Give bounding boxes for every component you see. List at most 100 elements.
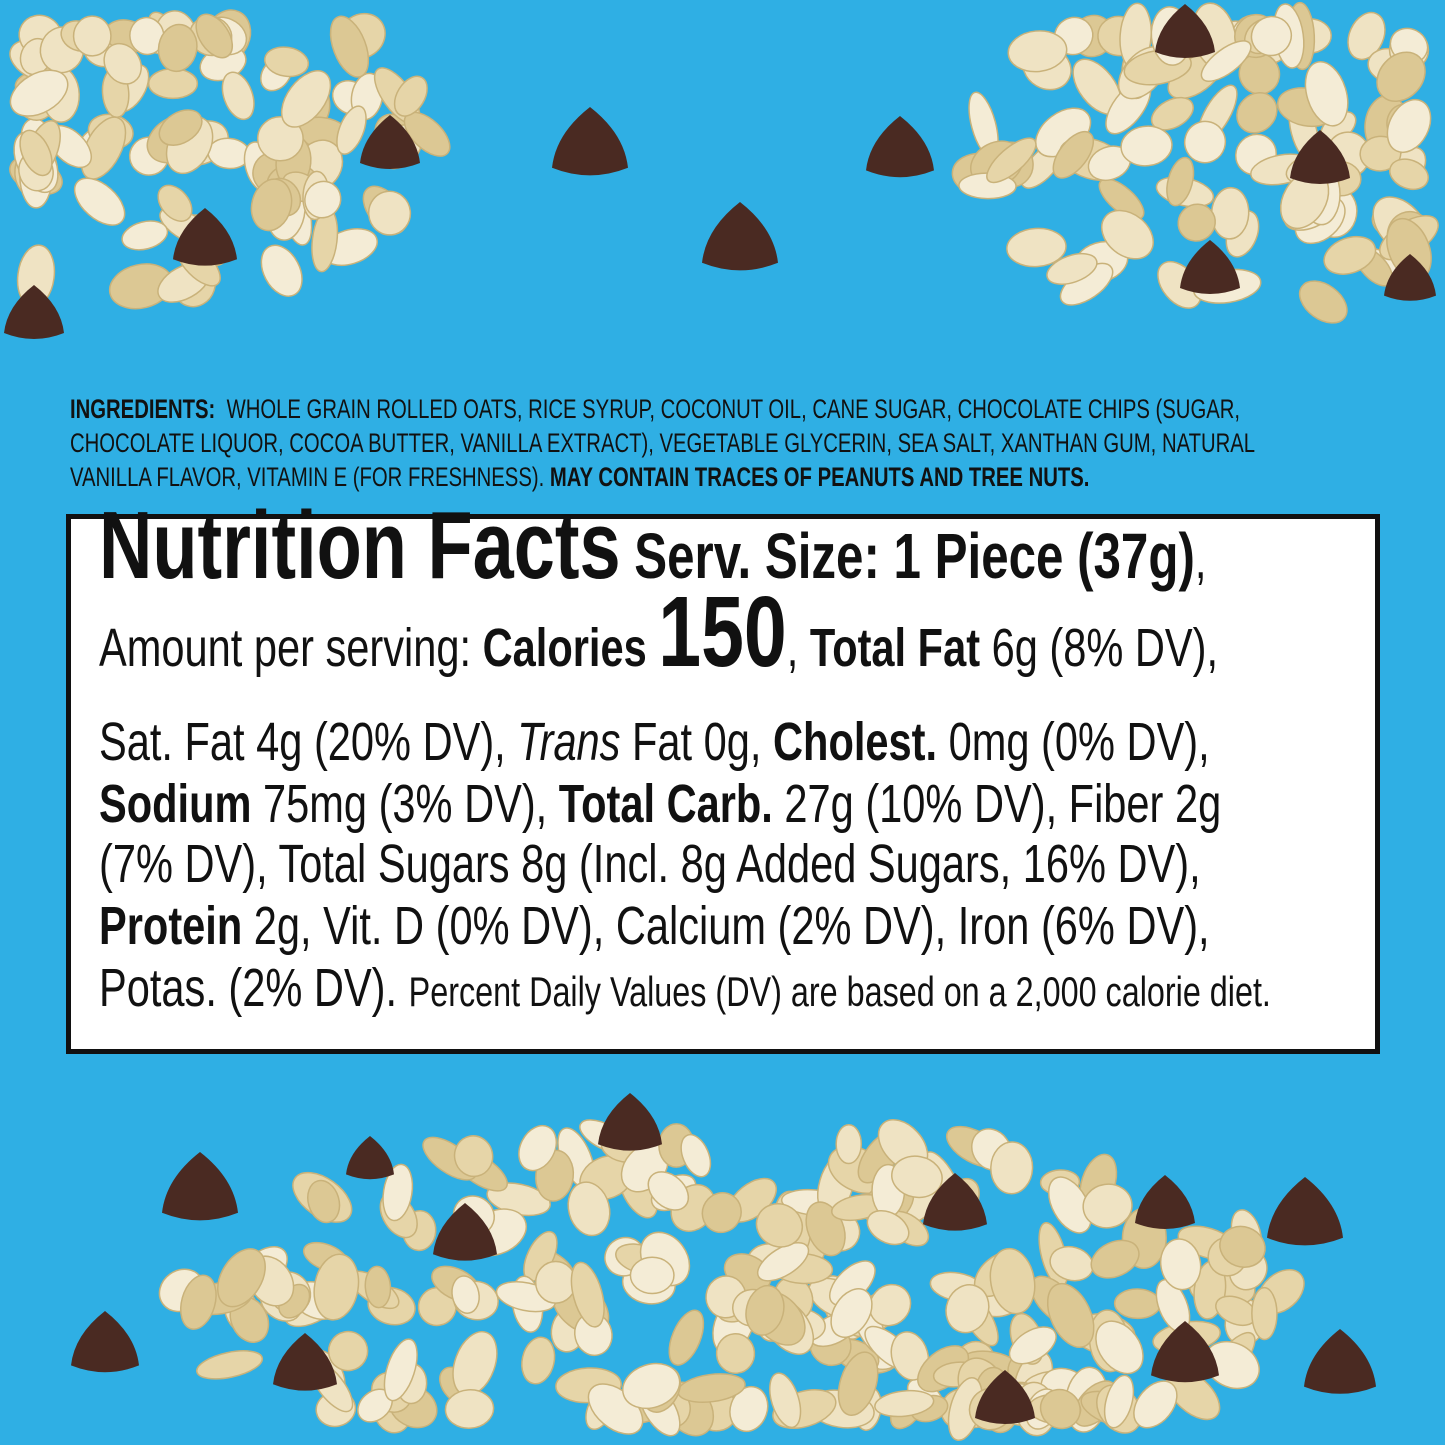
chocolate-chip-icon bbox=[598, 1093, 662, 1151]
oat-flake bbox=[622, 1362, 681, 1410]
nutrition-line: (7% DV), Total Sugars 8g (Incl. 8g Added… bbox=[99, 837, 1201, 891]
oat-flake bbox=[1007, 30, 1068, 73]
chocolate-chip-icon bbox=[433, 1203, 497, 1261]
oat-flake bbox=[668, 1309, 705, 1366]
oat-flake bbox=[1219, 1225, 1266, 1268]
oat-flake bbox=[866, 1209, 910, 1246]
nutrition-text: Fat 0g, bbox=[620, 712, 774, 772]
oat-flake bbox=[680, 1133, 712, 1178]
calories-value: 150 bbox=[658, 576, 787, 688]
oat-flake bbox=[729, 1385, 769, 1433]
oat-flake bbox=[1376, 51, 1426, 102]
oat-flake bbox=[451, 1275, 480, 1314]
oat-flake bbox=[157, 184, 193, 222]
oat-flake bbox=[837, 1351, 879, 1416]
oat-flake bbox=[327, 1330, 369, 1372]
oat-flake bbox=[1386, 98, 1432, 154]
oat-flake bbox=[835, 1123, 863, 1165]
serving-size: Serv. Size: 1 Piece (37g) bbox=[620, 520, 1195, 592]
chocolate-chip-icon bbox=[346, 1136, 394, 1180]
chocolate-chip-icon bbox=[1135, 1175, 1195, 1229]
nutrition-facts-panel: Nutrition Facts Serv. Size: 1 Piece (37g… bbox=[66, 498, 1380, 1054]
oat-flake bbox=[121, 220, 169, 251]
oat-flake bbox=[383, 1338, 418, 1402]
nutrition-text: 2g, Vit. D (0% DV), Calcium (2% DV), Iro… bbox=[242, 896, 1210, 956]
oat-flake bbox=[989, 1247, 1036, 1315]
oat-flake bbox=[945, 1284, 990, 1334]
oat-flake bbox=[1120, 125, 1173, 167]
oat-flake bbox=[147, 67, 199, 100]
oat-flake bbox=[393, 75, 428, 117]
chocolate-chip-icon bbox=[1155, 4, 1215, 58]
nutrition-text: Calories bbox=[482, 618, 659, 678]
oat-flake bbox=[570, 1261, 605, 1328]
oat-flake bbox=[990, 1141, 1034, 1195]
nutrition-text: 27g (10% DV), Fiber 2g bbox=[772, 774, 1222, 834]
oat-flake bbox=[179, 1274, 217, 1330]
oat-flake bbox=[1177, 203, 1216, 242]
oat-flake bbox=[715, 1332, 756, 1375]
oat-flake bbox=[1133, 1380, 1178, 1429]
nutrition-facts-title: Nutrition Facts bbox=[99, 492, 621, 599]
oat-flake bbox=[1103, 1374, 1135, 1429]
oat-flake bbox=[1039, 1388, 1081, 1430]
oat-flake bbox=[217, 1248, 266, 1308]
oat-flake bbox=[364, 1265, 392, 1309]
oat-flake bbox=[221, 71, 255, 121]
oat-flake bbox=[986, 137, 1037, 184]
ingredients-line: WHOLE GRAIN ROLLED OATS, RICE SYRUP, COC… bbox=[226, 394, 1241, 424]
oat-flake bbox=[263, 46, 310, 78]
oat-flake bbox=[890, 1331, 930, 1381]
oat-flake bbox=[1323, 235, 1377, 275]
ingredients-label: INGREDIENTS: bbox=[70, 394, 216, 424]
oat-flake bbox=[1090, 1239, 1140, 1279]
nutrition-text: Potas. (2% DV). bbox=[99, 958, 409, 1018]
nutrition-text: Protein bbox=[99, 896, 243, 956]
chocolate-chip-icon bbox=[702, 202, 778, 271]
nutrition-text: Cholest. bbox=[773, 712, 938, 772]
nutrition-text: Sodium bbox=[99, 774, 252, 834]
oat-flake bbox=[329, 15, 370, 78]
oat-flake bbox=[1046, 252, 1098, 285]
oat-flake bbox=[1052, 130, 1095, 179]
chocolate-chip-icon bbox=[4, 285, 64, 339]
oat-flake bbox=[1298, 280, 1348, 324]
oat-flake bbox=[382, 1163, 414, 1222]
oat-flake bbox=[313, 1253, 360, 1321]
chocolate-chip-icon bbox=[923, 1173, 987, 1231]
nutrition-text: Amount per serving: bbox=[99, 618, 483, 678]
oat-flake bbox=[518, 1124, 558, 1172]
oat-flake bbox=[9, 69, 69, 117]
oat-flake bbox=[1101, 209, 1154, 260]
nutrition-text: 6g (8% DV), bbox=[980, 618, 1219, 678]
oat-flake bbox=[1046, 1282, 1095, 1348]
oat-flake bbox=[73, 177, 126, 226]
chocolate-chip-icon bbox=[273, 1333, 337, 1391]
oat-flake bbox=[534, 1260, 577, 1304]
oat-flake bbox=[1006, 227, 1067, 268]
oat-flake bbox=[103, 42, 142, 85]
oat-flake bbox=[868, 1283, 912, 1327]
oat-flake bbox=[1008, 1326, 1057, 1365]
oat-flake bbox=[567, 1181, 611, 1237]
nutrition-text: (7% DV), Total Sugars 8g (Incl. 8g Added… bbox=[99, 834, 1201, 894]
nutrition-facts-header: Nutrition Facts Serv. Size: 1 Piece (37g… bbox=[99, 498, 1206, 594]
nutrition-text: Sat. Fat 4g (20% DV), bbox=[99, 712, 518, 772]
nutrition-line: Sodium 75mg (3% DV), Total Carb. 27g (10… bbox=[99, 777, 1221, 831]
nutrition-text: Total Carb. bbox=[558, 774, 773, 834]
oat-flake bbox=[1251, 1286, 1278, 1341]
oat-flake bbox=[280, 70, 332, 128]
oat-flake bbox=[1166, 156, 1195, 207]
ingredients-line: CHOCOLATE LIQUOR, COCOA BUTTER, VANILLA … bbox=[70, 428, 1256, 458]
ingredients-list: INGREDIENTS: WHOLE GRAIN ROLLED OATS, RI… bbox=[70, 392, 1371, 494]
nutrition-line: Sat. Fat 4g (20% DV), Trans Fat 0g, Chol… bbox=[99, 715, 1210, 769]
oat-flake bbox=[250, 178, 293, 232]
oat-flake bbox=[72, 15, 112, 57]
oat-flake bbox=[453, 1135, 494, 1178]
oat-flake bbox=[830, 1288, 873, 1338]
chocolate-chip-icon bbox=[866, 116, 934, 178]
chocolate-chip-icon bbox=[975, 1370, 1035, 1424]
nutrition-text: 75mg (3% DV), bbox=[251, 774, 559, 834]
nutrition-text: , bbox=[786, 618, 810, 678]
chocolate-chip-icon bbox=[552, 107, 628, 176]
